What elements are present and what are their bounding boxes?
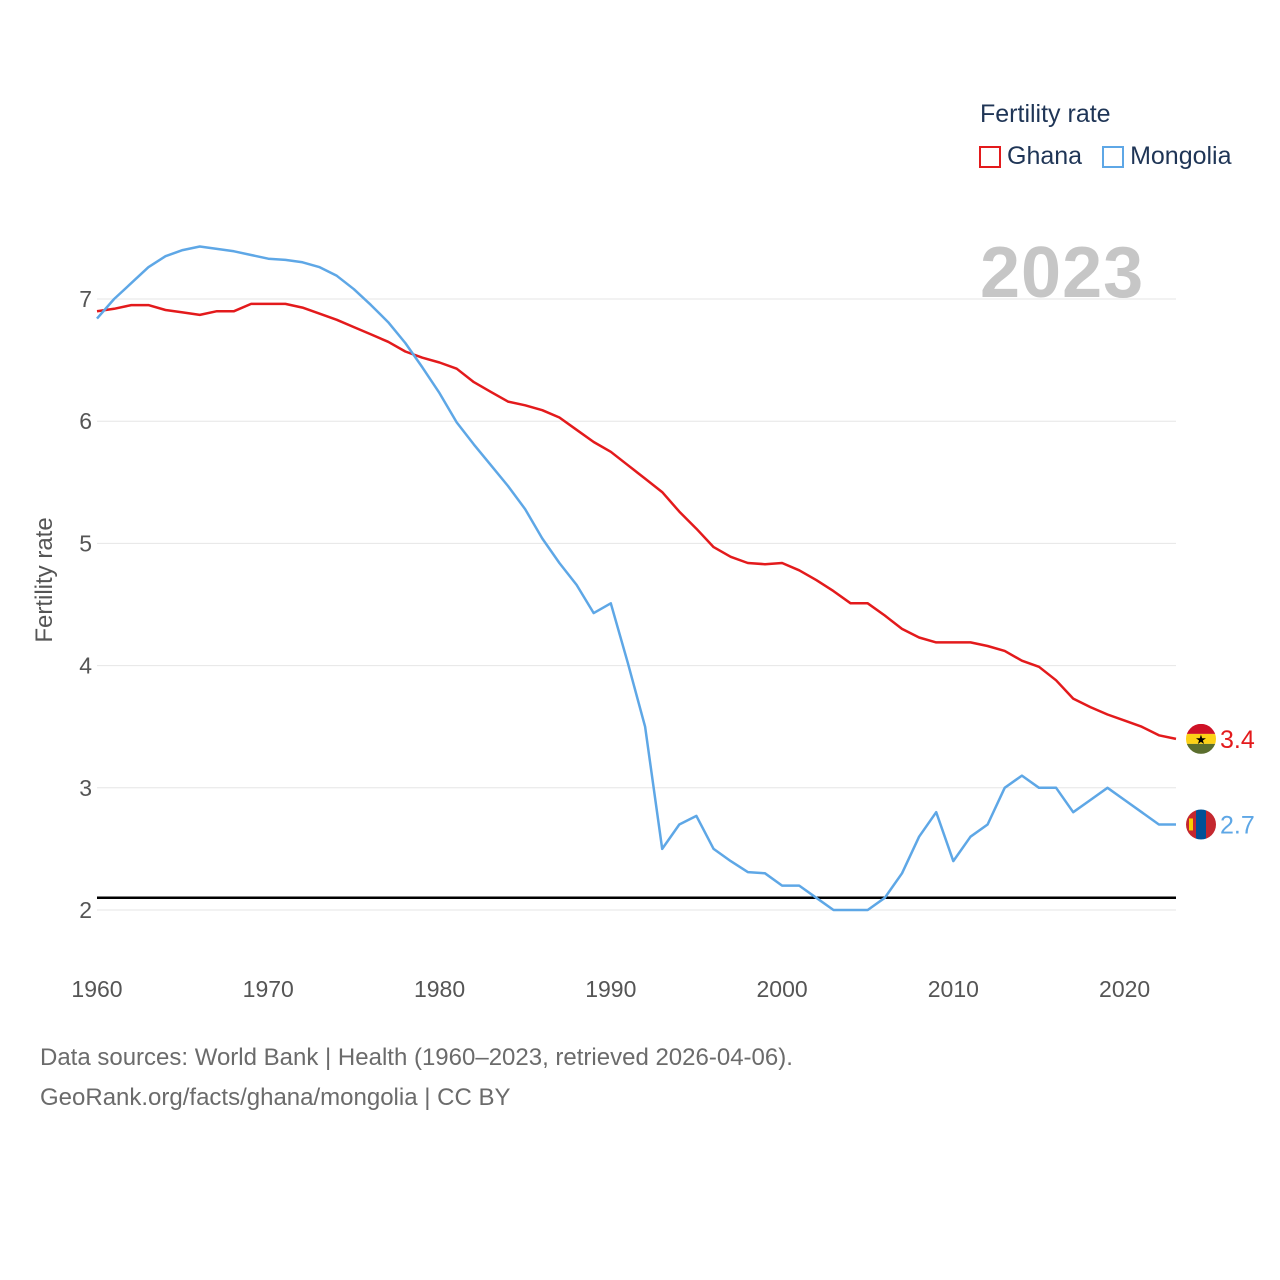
footer-link[interactable]: GeoRank.org/facts/ghana/mongolia | CC BY [40, 1084, 511, 1111]
end-label-ghana: 3.4 [1220, 726, 1255, 754]
x-tick-label: 2000 [756, 976, 807, 1002]
x-axis-ticks: 1960 1970 1980 1990 2000 2010 2020 [71, 976, 1150, 1002]
legend-swatch-mongolia [1102, 145, 1125, 168]
footer-sources: Data sources: World Bank | Health (1960–… [40, 1044, 793, 1071]
flag-ghana-icon: ★ [1186, 723, 1216, 754]
series-line-ghana[interactable] [96, 302, 1177, 741]
x-tick-label: 1990 [585, 976, 636, 1002]
legend-item-ghana[interactable]: Ghana [979, 142, 1082, 171]
x-tick-label: 1960 [71, 976, 122, 1002]
gridlines [97, 298, 1176, 911]
x-tick-label: 1970 [243, 976, 294, 1002]
year-watermark: 2023 [980, 233, 1145, 313]
end-label-mongolia: 2.7 [1220, 811, 1255, 839]
series-line-mongolia[interactable] [96, 245, 1176, 912]
y-tick-label: 4 [79, 653, 92, 679]
flag-mongolia-icon [1186, 809, 1216, 840]
y-tick-label: 5 [79, 530, 92, 556]
legend-swatch-ghana [979, 145, 1001, 168]
x-tick-label: 2010 [928, 976, 979, 1002]
x-tick-label: 2020 [1099, 976, 1150, 1002]
legend-label-mongolia: Mongolia [1130, 142, 1232, 170]
y-tick-label: 7 [79, 286, 92, 312]
svg-text:★: ★ [1195, 732, 1207, 747]
x-tick-label: 1980 [414, 976, 465, 1002]
series-lines [96, 245, 1177, 912]
y-tick-label: 2 [79, 897, 92, 923]
legend-title: Fertility rate [980, 100, 1111, 128]
y-tick-label: 3 [79, 775, 92, 801]
y-axis-ticks: 2 3 4 5 6 7 [79, 286, 92, 923]
legend-label-ghana: Ghana [1007, 142, 1083, 170]
legend-item-mongolia[interactable]: Mongolia [1102, 142, 1232, 171]
legend: Ghana Mongolia [979, 142, 1252, 171]
y-axis-title: Fertility rate [31, 517, 58, 642]
end-labels: ★ 3.4 2.7 [1186, 723, 1255, 840]
y-tick-label: 6 [79, 408, 92, 434]
